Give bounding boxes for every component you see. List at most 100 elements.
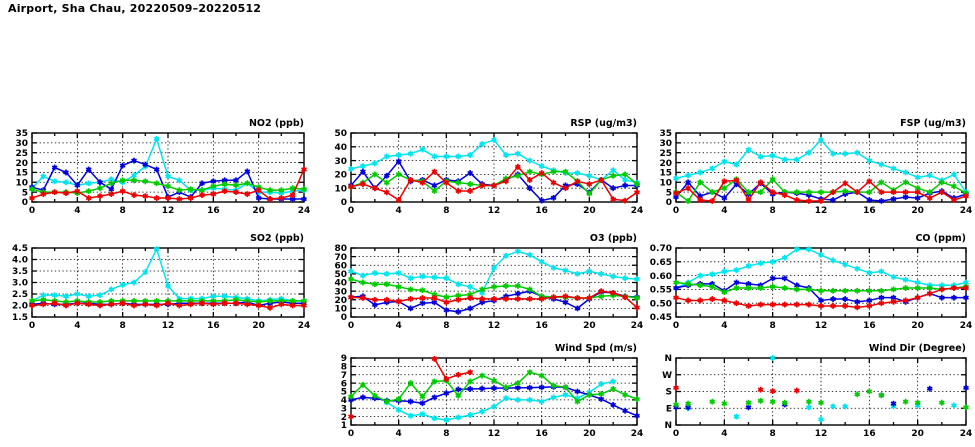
x-tick-label: 24 [631, 206, 643, 216]
y-tick-label: 0.55 [650, 286, 672, 296]
y-tick-label: 3.5 [12, 267, 28, 277]
y-tick-label: 5 [22, 188, 28, 198]
gridlines-wdir [676, 358, 966, 425]
x-tick-label: 4 [396, 206, 402, 216]
y-tick-label: 15 [15, 169, 28, 179]
panel-title-wdir: Wind Dir (Degree) [869, 343, 966, 354]
x-tick-label: 16 [863, 321, 876, 331]
x-tick-label: 4 [721, 321, 727, 331]
y-tick-label: 4 [341, 396, 347, 406]
chart-svg-co: CO (ppm) 0.45 0.50 0.55 0.60 0.65 0.70 0 4 8 12 16 2… [650, 233, 972, 331]
series-wspd-4 [348, 355, 474, 420]
series-no2-3 [29, 177, 307, 197]
y-tick-label: 4.0 [12, 256, 28, 266]
y-tick-label: 8 [341, 363, 347, 373]
x-tick-label: 24 [631, 321, 643, 331]
chart-panel-so2: SO2 (ppb) 1.5 2.0 2.5 3.0 3.5 4.0 4.5 0 4 8 12 16 20 2… [0, 227, 310, 339]
chart-panel-wind-direction: Wind Dir (Degree) N E S W N 0 4 8 12 16 20 24 [650, 340, 972, 447]
panel-title-wspd: Wind Spd (m/s) [555, 343, 637, 354]
x-tick-label: 12 [162, 206, 175, 216]
x-tick-label: 20 [252, 321, 265, 331]
chart-panel-wind-speed: Wind Spd (m/s) 1 2 3 4 5 6 7 8 9 0 4 8 12 16 20 24 [325, 340, 643, 447]
x-tick-label: 16 [207, 206, 220, 216]
chart-panel-fsp: FSP (ug/m3) 0 5 10 15 20 25 30 35 0 4 8 12 16 20 24 [650, 112, 972, 224]
x-axis-no2: 0 4 8 12 16 20 24 [29, 133, 310, 216]
x-tick-label: 0 [673, 429, 679, 439]
x-tick-label: 16 [863, 206, 876, 216]
x-tick-label: 12 [488, 429, 501, 439]
x-tick-label: 0 [29, 206, 35, 216]
x-tick-label: 20 [583, 429, 596, 439]
y-tick-label: 0 [341, 198, 347, 208]
y-tick-label: 50 [334, 129, 347, 139]
x-axis-so2: 0 4 8 12 16 20 24 [29, 248, 310, 331]
x-tick-label: 20 [583, 206, 596, 216]
gridlines-o3 [351, 248, 637, 317]
y-tick-label: 0.70 [650, 244, 672, 254]
y-tick-label: 0.60 [650, 272, 672, 282]
y-tick-label: 0 [666, 198, 672, 208]
x-tick-label: 8 [770, 321, 776, 331]
chart-svg-rsp: RSP (ug/m3) 0 10 20 30 40 50 0 4 8 12 16 20 24 [334, 118, 643, 216]
y-tick-label: 35 [15, 129, 28, 139]
x-tick-label: 12 [815, 429, 828, 439]
y-tick-label: 2 [341, 413, 347, 423]
panel-title-no2: NO2 (ppb) [249, 118, 304, 129]
y-tick-label: 10 [334, 184, 347, 194]
x-tick-label: 0 [348, 321, 354, 331]
y-axis-co: 0.45 0.50 0.55 0.60 0.65 0.70 [650, 244, 966, 323]
y-tick-label: 40 [334, 279, 347, 289]
y-tick-label: E [666, 404, 672, 414]
y-tick-label: 5 [666, 188, 672, 198]
y-axis-rsp: 0 10 20 30 40 50 [334, 129, 637, 208]
panel-title-fsp: FSP (ug/m3) [900, 118, 966, 129]
x-tick-label: 24 [960, 429, 972, 439]
x-tick-label: 20 [252, 206, 265, 216]
series-co-1 [673, 246, 969, 291]
series-wspd-2 [348, 383, 640, 419]
y-tick-label: 0 [341, 313, 347, 323]
x-tick-label: 24 [298, 321, 310, 331]
y-tick-label: 80 [334, 244, 347, 254]
y-tick-label: 15 [659, 169, 672, 179]
y-tick-label: N [664, 354, 672, 364]
y-tick-label: 30 [659, 139, 672, 149]
y-tick-label: 0.45 [650, 313, 672, 323]
panel-title-o3: O3 (ppb) [590, 233, 637, 244]
x-tick-label: 24 [298, 206, 310, 216]
y-tick-label: 0 [22, 198, 28, 208]
y-tick-label: 4.5 [12, 244, 28, 254]
x-tick-label: 8 [443, 429, 449, 439]
y-tick-label: 10 [334, 305, 347, 315]
y-tick-label: 70 [334, 253, 347, 263]
y-tick-label: N [664, 421, 672, 431]
x-tick-label: 8 [443, 321, 449, 331]
y-tick-label: 30 [334, 157, 347, 167]
x-tick-label: 16 [535, 206, 548, 216]
x-tick-label: 4 [721, 206, 727, 216]
y-tick-label: 3 [341, 404, 347, 414]
y-tick-label: S [666, 388, 672, 398]
x-axis-wdir: 0 4 8 12 16 20 24 [673, 358, 972, 439]
chart-panel-o3: O3 (ppb) 0 10 20 30 40 50 60 70 80 0 4 8 12 16 20 24 [325, 227, 643, 339]
chart-svg-so2: SO2 (ppb) 1.52.0 2.53.0 3.54.0 4.5 0 4 8 12 16 20 2… [12, 233, 310, 331]
x-tick-label: 12 [815, 321, 828, 331]
y-tick-label: 40 [334, 143, 347, 153]
chart-panel-no2: NO2 (ppb) 0 5 10 15 20 25 30 35 0 4 8 12 16 20 24 [0, 112, 310, 224]
y-tick-label: 1 [341, 421, 347, 431]
y-tick-label: 0.50 [650, 299, 672, 309]
x-tick-label: 12 [162, 321, 175, 331]
x-tick-label: 8 [120, 321, 126, 331]
x-axis-o3: 0 4 8 12 16 20 24 [348, 248, 643, 331]
x-tick-label: 4 [721, 429, 727, 439]
panel-title-so2: SO2 (ppb) [250, 233, 304, 244]
x-tick-label: 12 [815, 206, 828, 216]
y-tick-label: 60 [334, 261, 347, 271]
y-tick-label: 20 [659, 159, 672, 169]
chart-panel-rsp: RSP (ug/m3) 0 10 20 30 40 50 0 4 8 12 16 20 24 [325, 112, 643, 224]
